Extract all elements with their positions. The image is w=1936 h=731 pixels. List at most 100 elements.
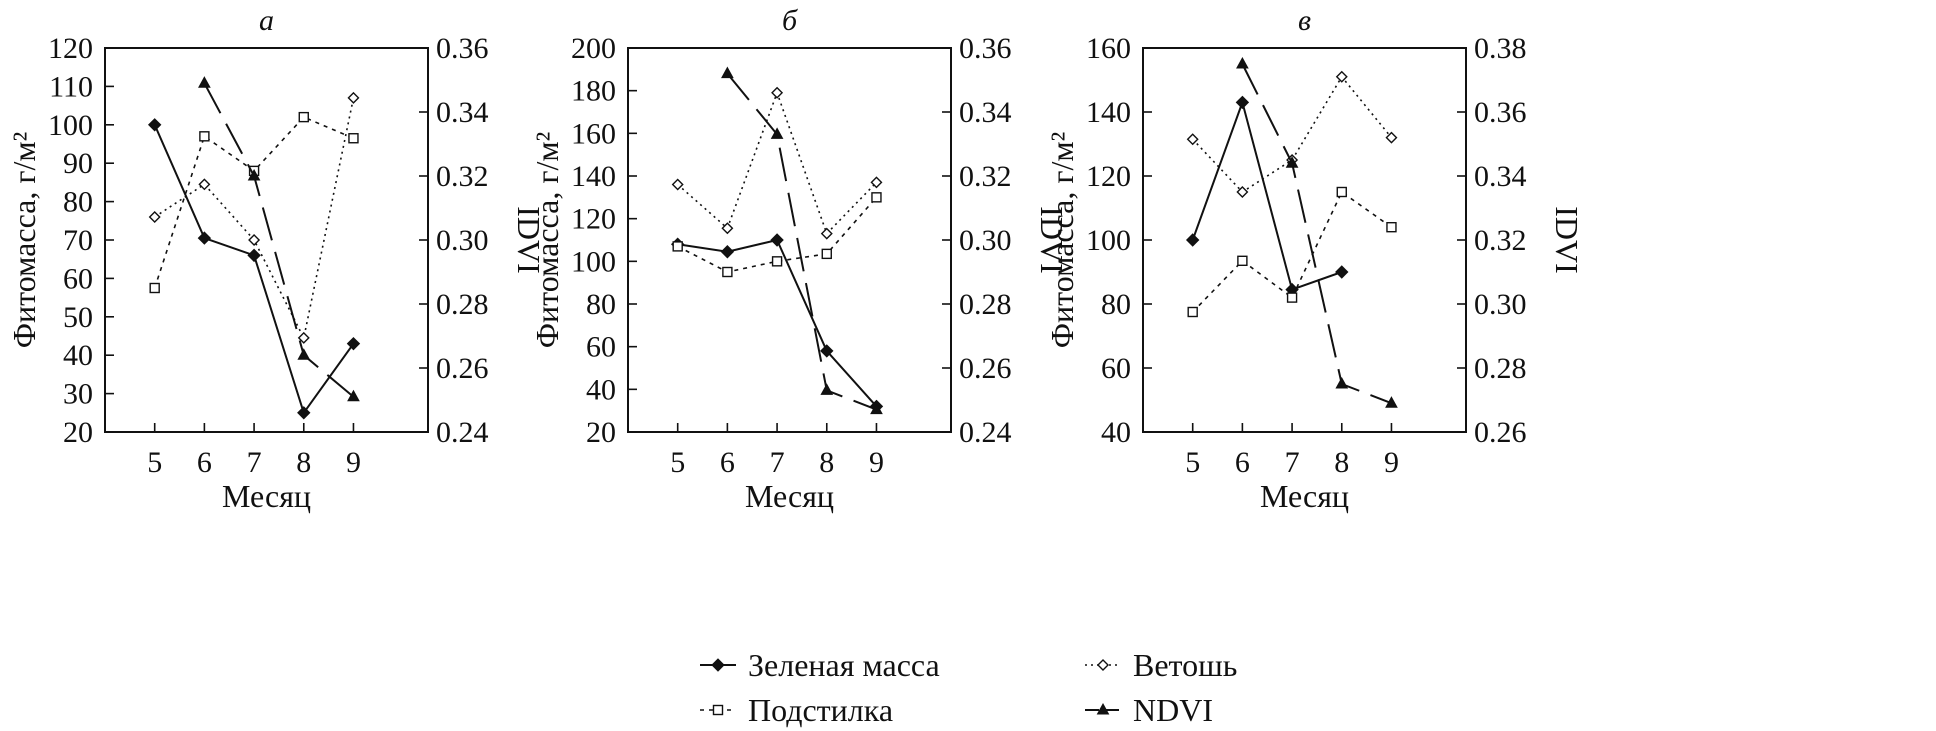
data-point-litter <box>298 111 309 123</box>
legend: Зеленая масса Ветошь Подстилка NDVI <box>700 647 1237 728</box>
data-point-dead <box>148 210 161 223</box>
data-point-litter <box>149 282 160 294</box>
data-point-ndvi <box>1335 376 1349 389</box>
data-point-green <box>1235 95 1250 110</box>
y-tick-label: 100 <box>1086 224 1131 257</box>
y2-tick-label: 0.32 <box>959 160 1012 193</box>
y2-tick-label: 0.30 <box>959 224 1012 257</box>
chart-panel-2: б 20 40 60 80 100 120 140 160 180 200 0.24 0.26 0.28 0… <box>529 4 1070 514</box>
series-line-dead <box>154 97 355 341</box>
y-tick-label: 70 <box>63 224 93 257</box>
data-point-green <box>197 231 212 245</box>
data-point-litter <box>821 248 832 260</box>
series-line-dead <box>1192 75 1393 194</box>
chart-panel-3: в 40 60 80 100 120 140 160 0.26 0.28 0.30 0.32 0.34 0… <box>1044 4 1585 514</box>
y-tick-label: 60 <box>63 262 93 295</box>
y2-axis-label: IDVI <box>1034 206 1070 274</box>
series-line-green <box>1191 99 1343 291</box>
y2-tick-label: 0.34 <box>1474 160 1527 193</box>
series-litter <box>672 192 882 278</box>
series-dead <box>148 91 360 344</box>
x-tick-label: 6 <box>197 446 212 479</box>
y-tick-label: 80 <box>586 288 616 321</box>
data-point-dead <box>1236 186 1249 198</box>
y-axis-label: Фитомасса, г/м² <box>529 132 565 348</box>
y-tick-label: 140 <box>1086 96 1131 129</box>
data-point-dead <box>721 222 734 235</box>
series-green <box>147 118 361 420</box>
y-tick-label: 140 <box>571 160 616 193</box>
x-tick-label: 7 <box>247 446 262 479</box>
data-point-green <box>346 336 361 351</box>
legend-label: Зеленая масса <box>748 647 940 683</box>
y-tick-label: 30 <box>63 378 93 411</box>
legend-label: Ветошь <box>1133 647 1237 683</box>
chart-panels: а 20 30 40 50 60 70 80 90 100 110 120 0.24 0.26 0.28 0.… <box>6 4 1585 514</box>
legend-marker-ndvi <box>1096 702 1110 715</box>
data-point-dead <box>248 234 261 246</box>
data-point-dead <box>870 176 883 189</box>
panel-label: а <box>259 4 274 37</box>
data-point-dead <box>1186 133 1199 146</box>
x-axis-label: Месяц <box>222 478 311 514</box>
data-point-ndvi <box>247 168 261 181</box>
data-point-dead <box>1385 131 1398 144</box>
y2-tick-label: 0.36 <box>436 32 489 65</box>
y-tick-label: 160 <box>571 117 616 150</box>
y2-axis-label: IDVI <box>1549 206 1585 274</box>
data-point-dead <box>820 227 833 240</box>
y2-tick-label: 0.30 <box>436 224 489 257</box>
y2-tick-label: 0.36 <box>959 32 1012 65</box>
y-tick-label: 120 <box>1086 160 1131 193</box>
y-tick-label: 20 <box>63 416 93 449</box>
series-line-ndvi <box>726 72 877 411</box>
y-tick-label: 90 <box>63 147 93 180</box>
data-point-litter <box>771 256 783 267</box>
data-point-green <box>820 344 834 358</box>
x-tick-label: 5 <box>147 446 162 479</box>
y-tick-label: 20 <box>586 416 616 449</box>
y-tick-label: 40 <box>1101 416 1131 449</box>
legend-item-green: Зеленая масса <box>700 647 940 683</box>
data-point-ndvi <box>770 127 784 139</box>
legend-marker-litter <box>712 704 724 716</box>
panel-label: в <box>1298 4 1311 37</box>
y-axis-label: Фитомасса, г/м² <box>6 132 42 348</box>
data-point-dead <box>671 178 684 191</box>
x-tick-label: 5 <box>1185 446 1200 479</box>
legend-label: NDVI <box>1133 692 1213 728</box>
y-tick-label: 50 <box>63 301 93 334</box>
y-tick-label: 40 <box>63 339 93 372</box>
x-tick-label: 6 <box>1235 446 1250 479</box>
data-point-dead <box>1335 70 1348 83</box>
x-tick-label: 6 <box>720 446 735 479</box>
data-point-green <box>247 248 261 263</box>
y2-tick-label: 0.26 <box>959 352 1012 385</box>
data-point-dead <box>347 91 360 104</box>
legend-item-dead: Ветошь <box>1085 647 1237 683</box>
y-tick-label: 60 <box>586 331 616 364</box>
y2-tick-label: 0.28 <box>959 288 1012 321</box>
y2-tick-label: 0.26 <box>436 352 489 385</box>
y2-tick-label: 0.24 <box>959 416 1012 449</box>
data-point-litter <box>1286 292 1298 303</box>
data-point-litter <box>672 241 683 252</box>
series-line-ndvi <box>1241 63 1392 405</box>
x-tick-label: 8 <box>819 446 834 479</box>
x-tick-label: 7 <box>770 446 785 479</box>
data-point-litter <box>1187 306 1198 318</box>
series-litter <box>149 111 359 294</box>
series-dead <box>1186 70 1398 198</box>
x-tick-label: 8 <box>1334 446 1349 479</box>
series-line-litter <box>1192 190 1392 313</box>
y-tick-label: 40 <box>586 373 616 406</box>
y2-tick-label: 0.24 <box>436 416 489 449</box>
x-tick-label: 9 <box>346 446 361 479</box>
legend-label: Подстилка <box>748 692 893 728</box>
x-tick-label: 8 <box>296 446 311 479</box>
data-point-dead <box>198 178 211 191</box>
y-tick-label: 120 <box>48 32 93 65</box>
legend-item-ndvi: NDVI <box>1085 692 1213 728</box>
data-point-ndvi <box>1236 56 1249 69</box>
x-axis-label: Месяц <box>1260 478 1349 514</box>
